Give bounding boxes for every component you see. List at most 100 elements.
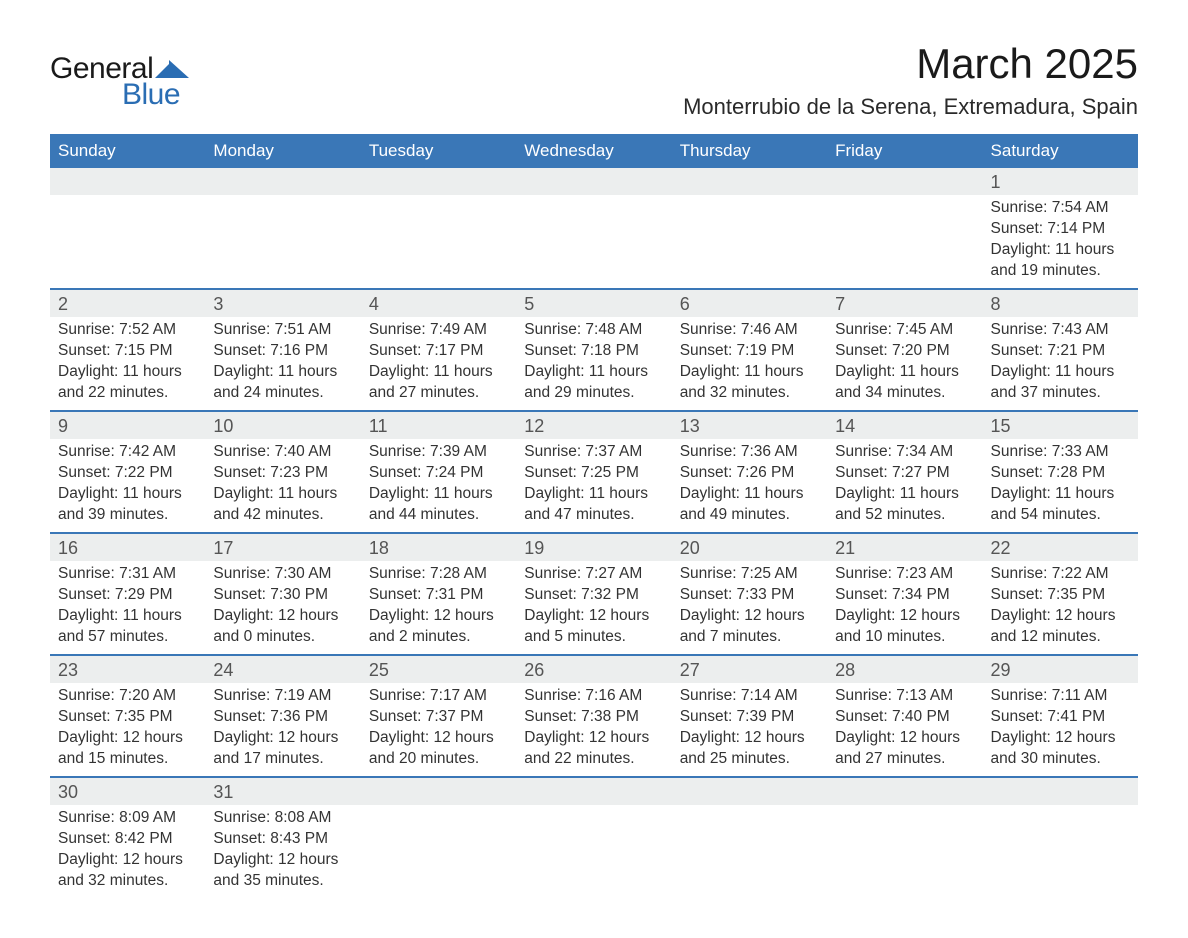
calendar-day-cell: 19Sunrise: 7:27 AMSunset: 7:32 PMDayligh… [516,533,671,655]
daylight-text: Daylight: 11 hours and 44 minutes. [369,484,508,526]
calendar-day-cell: 16Sunrise: 7:31 AMSunset: 7:29 PMDayligh… [50,533,205,655]
sunrise-text: Sunrise: 7:27 AM [524,564,663,585]
daylight-text: Daylight: 11 hours and 19 minutes. [991,240,1130,282]
day-details: Sunrise: 7:45 AMSunset: 7:20 PMDaylight:… [835,320,974,404]
sunrise-text: Sunrise: 7:17 AM [369,686,508,707]
calendar-day-cell: 2Sunrise: 7:52 AMSunset: 7:15 PMDaylight… [50,289,205,411]
daylight-text: Daylight: 11 hours and 52 minutes. [835,484,974,526]
day-number: 21 [827,534,982,561]
day-number: 17 [205,534,360,561]
sunrise-text: Sunrise: 7:23 AM [835,564,974,585]
day-number: 14 [827,412,982,439]
sunrise-text: Sunrise: 7:31 AM [58,564,197,585]
day-details: Sunrise: 7:39 AMSunset: 7:24 PMDaylight:… [369,442,508,526]
sunset-text: Sunset: 7:22 PM [58,463,197,484]
sunrise-text: Sunrise: 7:54 AM [991,198,1130,219]
sunrise-text: Sunrise: 7:40 AM [213,442,352,463]
day-number: 7 [827,290,982,317]
calendar-day-cell: 9Sunrise: 7:42 AMSunset: 7:22 PMDaylight… [50,411,205,533]
day-number: 20 [672,534,827,561]
calendar-day-cell: 21Sunrise: 7:23 AMSunset: 7:34 PMDayligh… [827,533,982,655]
calendar-day-cell: 3Sunrise: 7:51 AMSunset: 7:16 PMDaylight… [205,289,360,411]
day-number: 19 [516,534,671,561]
sunset-text: Sunset: 7:28 PM [991,463,1130,484]
day-details: Sunrise: 8:08 AMSunset: 8:43 PMDaylight:… [213,808,352,892]
day-details: Sunrise: 7:51 AMSunset: 7:16 PMDaylight:… [213,320,352,404]
brand-name-b: Blue [122,78,180,112]
calendar-day-cell [205,168,360,289]
location-subtitle: Monterrubio de la Serena, Extremadura, S… [683,94,1138,120]
day-details: Sunrise: 7:49 AMSunset: 7:17 PMDaylight:… [369,320,508,404]
page-title: March 2025 [683,40,1138,88]
day-number: 29 [983,656,1138,683]
calendar-day-cell: 27Sunrise: 7:14 AMSunset: 7:39 PMDayligh… [672,655,827,777]
day-number: 25 [361,656,516,683]
calendar-day-cell: 26 Sunrise: 7:16 AMSunset: 7:38 PMDayligh… [516,655,671,777]
sunrise-text: Sunrise: 7:19 AM [213,686,352,707]
sunrise-text: Sunrise: 7:36 AM [680,442,819,463]
sunset-text: Sunset: 7:18 PM [524,341,663,362]
calendar-day-cell [516,777,671,898]
sunrise-text: Sunrise: 7:34 AM [835,442,974,463]
sunset-text: Sunset: 7:30 PM [213,585,352,606]
daylight-text: Daylight: 11 hours and 42 minutes. [213,484,352,526]
weekday-header-row: Sunday Monday Tuesday Wednesday Thursday… [50,134,1138,168]
calendar-day-cell: 11Sunrise: 7:39 AMSunset: 7:24 PMDayligh… [361,411,516,533]
daylight-text: Daylight: 11 hours and 37 minutes. [991,362,1130,404]
sunrise-text: Sunrise: 7:39 AM [369,442,508,463]
day-details: Sunrise: 7:11 AMSunset: 7:41 PMDaylight:… [991,686,1130,770]
day-number: 22 [983,534,1138,561]
day-number: 13 [672,412,827,439]
calendar-day-cell: 1Sunrise: 7:54 AMSunset: 7:14 PMDaylight… [983,168,1138,289]
day-details: Sunrise: 7:19 AMSunset: 7:36 PMDaylight:… [213,686,352,770]
daylight-text: Daylight: 11 hours and 22 minutes. [58,362,197,404]
sunrise-text: Sunrise: 7:14 AM [680,686,819,707]
daylight-text: Daylight: 11 hours and 57 minutes. [58,606,197,648]
sunset-text: Sunset: 8:42 PM [58,829,197,850]
sunset-text: Sunset: 7:36 PM [213,707,352,728]
day-details: Sunrise: 7:16 AMSunset: 7:38 PMDaylight:… [524,686,663,770]
sunrise-text: Sunrise: 7:43 AM [991,320,1130,341]
daylight-text: Daylight: 11 hours and 24 minutes. [213,362,352,404]
day-number: 4 [361,290,516,317]
day-number [205,168,360,195]
calendar-week-row: 30Sunrise: 8:09 AMSunset: 8:42 PMDayligh… [50,777,1138,898]
day-number [361,168,516,195]
calendar-day-cell [827,168,982,289]
calendar-day-cell: 8Sunrise: 7:43 AMSunset: 7:21 PMDaylight… [983,289,1138,411]
calendar-day-cell: 6Sunrise: 7:46 AMSunset: 7:19 PMDaylight… [672,289,827,411]
day-details: Sunrise: 7:30 AMSunset: 7:30 PMDaylight:… [213,564,352,648]
calendar-day-cell [50,168,205,289]
day-details: Sunrise: 7:52 AMSunset: 7:15 PMDaylight:… [58,320,197,404]
calendar-table: Sunday Monday Tuesday Wednesday Thursday… [50,134,1138,898]
weekday-header: Saturday [983,134,1138,168]
weekday-header: Sunday [50,134,205,168]
header: General Blue March 2025 Monterrubio de l… [50,40,1138,120]
weekday-header: Thursday [672,134,827,168]
sunset-text: Sunset: 7:31 PM [369,585,508,606]
calendar-day-cell [672,777,827,898]
brand-logo: General Blue [50,52,189,112]
day-number: 15 [983,412,1138,439]
day-number [361,778,516,805]
sunset-text: Sunset: 7:24 PM [369,463,508,484]
day-number: 6 [672,290,827,317]
day-details: Sunrise: 7:28 AMSunset: 7:31 PMDaylight:… [369,564,508,648]
weekday-header: Tuesday [361,134,516,168]
daylight-text: Daylight: 12 hours and 32 minutes. [58,850,197,892]
day-number: 1 [983,168,1138,195]
weekday-header: Monday [205,134,360,168]
day-number: 5 [516,290,671,317]
daylight-text: Daylight: 12 hours and 20 minutes. [369,728,508,770]
day-number: 31 [205,778,360,805]
sunrise-text: Sunrise: 7:51 AM [213,320,352,341]
calendar-week-row: 9Sunrise: 7:42 AMSunset: 7:22 PMDaylight… [50,411,1138,533]
calendar-day-cell: 7 Sunrise: 7:45 AMSunset: 7:20 PMDaylight… [827,289,982,411]
day-number: 26 [516,656,671,683]
sunrise-text: Sunrise: 7:25 AM [680,564,819,585]
sunset-text: Sunset: 7:33 PM [680,585,819,606]
sunrise-text: Sunrise: 7:22 AM [991,564,1130,585]
sunset-text: Sunset: 7:35 PM [58,707,197,728]
sunrise-text: Sunrise: 7:13 AM [835,686,974,707]
daylight-text: Daylight: 12 hours and 0 minutes. [213,606,352,648]
